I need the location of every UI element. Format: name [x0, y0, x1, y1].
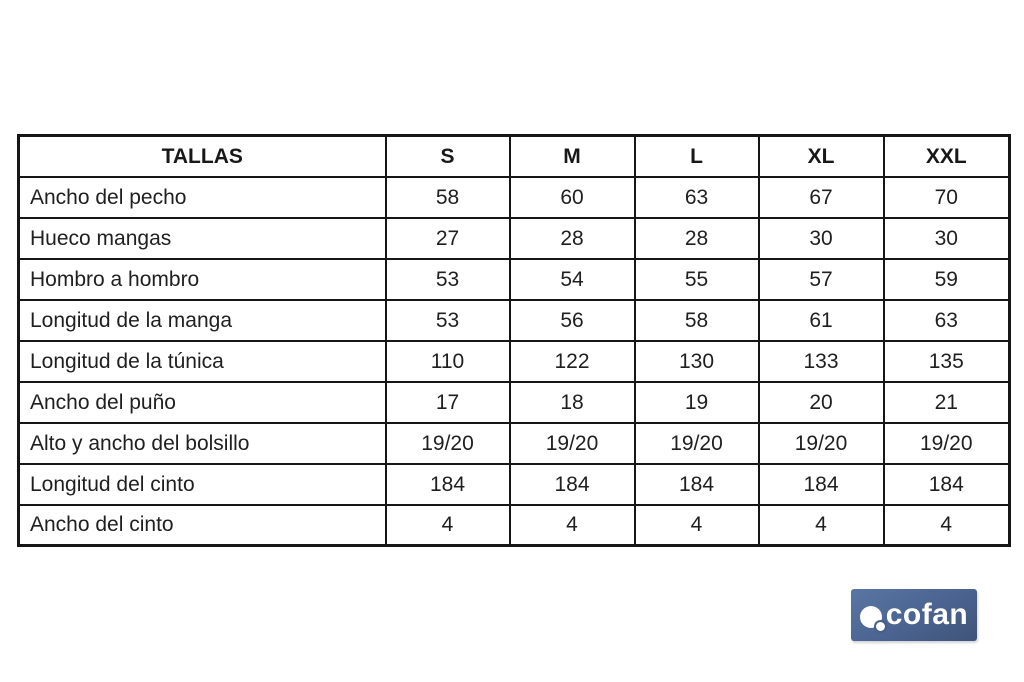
cell: 110 — [384, 339, 511, 383]
cell: 60 — [508, 175, 636, 219]
cell: 54 — [508, 257, 636, 301]
row-label: Ancho del cinto — [17, 503, 387, 547]
cell: 30 — [757, 216, 885, 260]
header-tallas: TALLAS — [17, 134, 387, 178]
table-row: Ancho del pecho 58 60 63 67 70 — [17, 175, 1011, 219]
cell: 133 — [757, 339, 885, 383]
table-row: Alto y ancho del bolsillo 19/20 19/20 19… — [17, 421, 1011, 465]
cell: 19/20 — [384, 421, 511, 465]
cell: 56 — [508, 298, 636, 342]
cell: 122 — [508, 339, 636, 383]
cell: 184 — [633, 462, 760, 506]
cell: 184 — [757, 462, 885, 506]
cell: 59 — [882, 257, 1011, 301]
cell: 19/20 — [882, 421, 1011, 465]
row-label: Alto y ancho del bolsillo — [17, 421, 387, 465]
cell: 19/20 — [757, 421, 885, 465]
cell: 28 — [508, 216, 636, 260]
table-row: Ancho del cinto 4 4 4 4 4 — [17, 503, 1011, 547]
table-row: Hombro a hombro 53 54 55 57 59 — [17, 257, 1011, 301]
row-label: Ancho del pecho — [17, 175, 387, 219]
header-size-m: M — [508, 134, 636, 178]
cell: 70 — [882, 175, 1011, 219]
cell: 4 — [757, 503, 885, 547]
cell: 21 — [882, 380, 1011, 424]
table-row: Ancho del puño 17 18 19 20 21 — [17, 380, 1011, 424]
header-size-xxl: XXL — [882, 134, 1011, 178]
cell: 58 — [384, 175, 511, 219]
table-row: Longitud de la manga 53 56 58 61 63 — [17, 298, 1011, 342]
cell: 184 — [508, 462, 636, 506]
size-table: TALLAS S M L XL XXL Ancho del pecho 58 6… — [17, 134, 1011, 547]
cell: 30 — [882, 216, 1011, 260]
cell: 184 — [384, 462, 511, 506]
cell: 63 — [882, 298, 1011, 342]
cofan-logo: cofan — [851, 589, 977, 641]
row-label: Longitud de la túnica — [17, 339, 387, 383]
row-label: Hombro a hombro — [17, 257, 387, 301]
cell: 4 — [508, 503, 636, 547]
cell: 19/20 — [508, 421, 636, 465]
cell: 135 — [882, 339, 1011, 383]
cofan-logo-text: cofan — [885, 598, 969, 631]
cell: 53 — [384, 257, 511, 301]
cell: 20 — [757, 380, 885, 424]
row-label: Longitud de la manga — [17, 298, 387, 342]
cell: 61 — [757, 298, 885, 342]
table-row: Longitud de la túnica 110 122 130 133 13… — [17, 339, 1011, 383]
cell: 58 — [633, 298, 760, 342]
cell: 67 — [757, 175, 885, 219]
cell: 28 — [633, 216, 760, 260]
cell: 4 — [882, 503, 1011, 547]
cell: 4 — [633, 503, 760, 547]
cell: 4 — [384, 503, 511, 547]
cell: 63 — [633, 175, 760, 219]
header-size-s: S — [384, 134, 511, 178]
cell: 18 — [508, 380, 636, 424]
cell: 130 — [633, 339, 760, 383]
cell: 27 — [384, 216, 511, 260]
cell: 55 — [633, 257, 760, 301]
table-row: Longitud del cinto 184 184 184 184 184 — [17, 462, 1011, 506]
cell: 19/20 — [633, 421, 760, 465]
cofan-logo-icon — [859, 606, 885, 631]
header-size-xl: XL — [757, 134, 885, 178]
cell: 57 — [757, 257, 885, 301]
header-size-l: L — [633, 134, 760, 178]
row-label: Hueco mangas — [17, 216, 387, 260]
table-row: Hueco mangas 27 28 28 30 30 — [17, 216, 1011, 260]
row-label: Ancho del puño — [17, 380, 387, 424]
cell: 19 — [633, 380, 760, 424]
table-header-row: TALLAS S M L XL XXL — [17, 134, 1011, 178]
cell: 17 — [384, 380, 511, 424]
row-label: Longitud del cinto — [17, 462, 387, 506]
cell: 53 — [384, 298, 511, 342]
cell: 184 — [882, 462, 1011, 506]
